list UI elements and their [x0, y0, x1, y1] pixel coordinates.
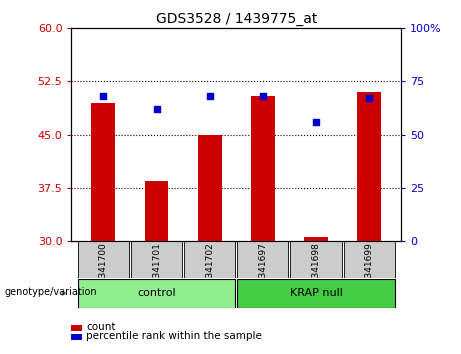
Text: GSM341698: GSM341698: [312, 242, 320, 297]
Text: GSM341701: GSM341701: [152, 242, 161, 297]
Point: [100, 93, 107, 99]
Text: genotype/variation: genotype/variation: [5, 286, 97, 297]
Text: count: count: [86, 322, 116, 332]
Text: GSM341700: GSM341700: [99, 242, 108, 297]
Text: GSM341699: GSM341699: [365, 242, 374, 297]
Bar: [357, 92, 381, 241]
Bar: [304, 237, 328, 241]
Text: GSM341702: GSM341702: [205, 242, 214, 297]
Point: [259, 93, 266, 99]
Point: [366, 96, 373, 101]
Bar: [237, 241, 289, 278]
Bar: [251, 96, 275, 241]
Bar: [237, 279, 395, 308]
Bar: [131, 241, 182, 278]
Bar: [78, 241, 129, 278]
Point: [206, 93, 213, 99]
Point: [312, 119, 319, 125]
Bar: [290, 241, 342, 278]
Bar: [91, 103, 115, 241]
Bar: [78, 279, 235, 308]
Bar: [184, 241, 235, 278]
Bar: [198, 135, 222, 241]
Text: percentile rank within the sample: percentile rank within the sample: [86, 331, 262, 341]
Bar: [343, 241, 395, 278]
Title: GDS3528 / 1439775_at: GDS3528 / 1439775_at: [155, 12, 317, 26]
Text: GSM341697: GSM341697: [258, 242, 267, 297]
Bar: [145, 181, 168, 241]
Point: [153, 106, 160, 112]
Text: KRAP null: KRAP null: [290, 288, 343, 298]
Text: control: control: [137, 288, 176, 298]
